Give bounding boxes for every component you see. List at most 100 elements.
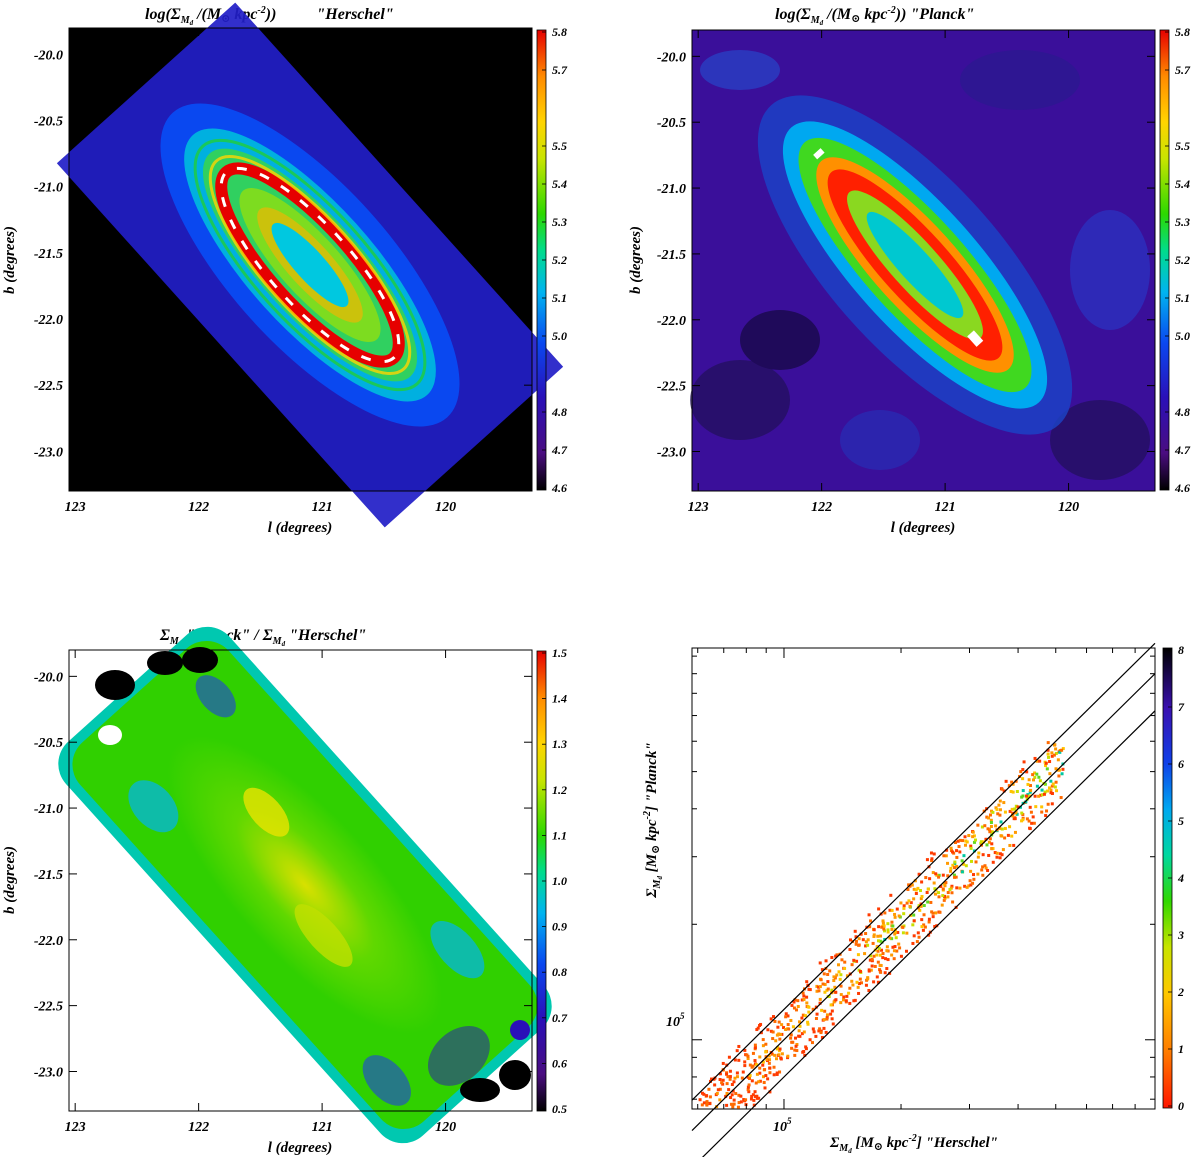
density-pixel: [834, 954, 838, 958]
density-pixel: [832, 975, 836, 979]
density-pixel: [934, 911, 938, 915]
density-pixel: [843, 966, 847, 970]
herschel-ytick-label: -20.0: [34, 48, 63, 63]
density-pixel: [725, 1103, 729, 1107]
density-pixel: [757, 1080, 761, 1084]
density-pixel: [893, 915, 897, 919]
density-pixel: [830, 1017, 834, 1021]
density-pixel: [798, 1020, 802, 1024]
density-pixel: [761, 1063, 765, 1067]
density-pixel: [774, 1039, 778, 1043]
density-pixel: [730, 1093, 734, 1097]
density-pixel: [764, 1042, 768, 1046]
density-pixel: [854, 942, 858, 946]
density-pixel: [998, 813, 1002, 817]
density-pixel: [980, 825, 984, 829]
density-pixel: [732, 1080, 736, 1084]
density-pixel: [789, 1033, 793, 1037]
density-pixel: [1019, 770, 1023, 774]
ratio-frame: [68, 649, 533, 1112]
density-pixel: [855, 980, 859, 984]
density-pixel: [765, 1057, 769, 1061]
density-pixel: [761, 1044, 765, 1048]
density-pixel: [1015, 789, 1019, 793]
density-pixel: [733, 1058, 737, 1062]
planck-frame: [691, 29, 1156, 492]
density-pixel: [893, 932, 897, 936]
density-pixel: [1054, 767, 1058, 771]
density-pixel: [963, 884, 967, 888]
density-pixel: [876, 960, 880, 964]
density-pixel: [961, 839, 965, 843]
density-pixel: [732, 1102, 736, 1106]
density-pixel: [715, 1091, 719, 1095]
herschel-colorbar-label: 5.0: [552, 329, 567, 343]
density-pixel: [857, 991, 861, 995]
planck-ytick-label: -21.0: [657, 182, 686, 197]
density-pixel: [920, 894, 924, 898]
density-pixel: [946, 895, 950, 899]
density-pixel: [960, 870, 964, 874]
density-pixel: [918, 889, 922, 893]
density-pixel: [842, 995, 846, 999]
ratio-xlabel: l (degrees): [268, 1140, 333, 1156]
density-pixel: [810, 1041, 814, 1045]
density-pixel: [1021, 777, 1025, 781]
density-pixel: [779, 1057, 783, 1061]
density-pixel: [972, 849, 976, 853]
density-pixel: [837, 970, 841, 974]
density-pixel: [956, 839, 960, 843]
density-pixel: [735, 1071, 739, 1075]
density-pixel: [886, 928, 890, 932]
density-pixel: [859, 981, 863, 985]
density-pixel: [898, 946, 902, 950]
density-pixel: [814, 1034, 818, 1038]
density-pixel: [952, 873, 956, 877]
density-pixel: [702, 1101, 706, 1105]
density-pixel: [791, 1025, 795, 1029]
density-pixel: [899, 901, 903, 905]
density-pixel: [731, 1105, 735, 1109]
density-pixel: [770, 1052, 774, 1056]
density-pixel: [872, 954, 876, 958]
density-pixel: [930, 859, 934, 863]
density-pixel: [700, 1103, 704, 1107]
density-pixel: [786, 1054, 790, 1058]
density-pixel: [922, 923, 926, 927]
density-pixel: [725, 1072, 729, 1076]
density-pixel: [866, 943, 870, 947]
density-pixel: [1054, 747, 1058, 751]
density-pixel: [1038, 759, 1042, 763]
density-pixel: [912, 897, 916, 901]
density-pixel: [998, 808, 1002, 812]
planck-ytick-label: -22.5: [657, 380, 686, 395]
density-pixel: [1015, 812, 1019, 816]
density-pixel: [981, 853, 985, 857]
density-pixel: [824, 959, 828, 963]
density-pixel: [721, 1061, 725, 1065]
herschel-colorbar-label: 4.6: [551, 481, 567, 495]
herschel-ytick-label: -21.5: [34, 247, 63, 262]
density-pixel: [1028, 790, 1032, 794]
density-pixel: [971, 830, 975, 834]
density-pixel: [698, 1098, 702, 1102]
density-pixel: [847, 991, 851, 995]
density-pixel: [794, 1036, 798, 1040]
density-pixel: [750, 1094, 754, 1098]
density-pixel: [891, 945, 895, 949]
ratio-colorbar-label: 1.1: [552, 828, 567, 842]
density-pixel: [941, 894, 945, 898]
density-pixel: [981, 865, 985, 869]
density-pixel: [1021, 794, 1025, 798]
herschel-ytick-label: -21.0: [34, 181, 63, 196]
density-pixel: [1010, 834, 1014, 838]
planck-colorbar-label: 5.2: [1175, 253, 1190, 267]
density-pixel: [1014, 779, 1018, 783]
density-pixel: [707, 1087, 711, 1091]
density-pixel: [811, 1027, 815, 1031]
density-pixel: [1050, 754, 1054, 758]
density-pixel: [762, 1081, 766, 1085]
density-pixel: [1025, 770, 1029, 774]
density-pixel: [841, 998, 845, 1002]
density-pixel: [1027, 819, 1031, 823]
